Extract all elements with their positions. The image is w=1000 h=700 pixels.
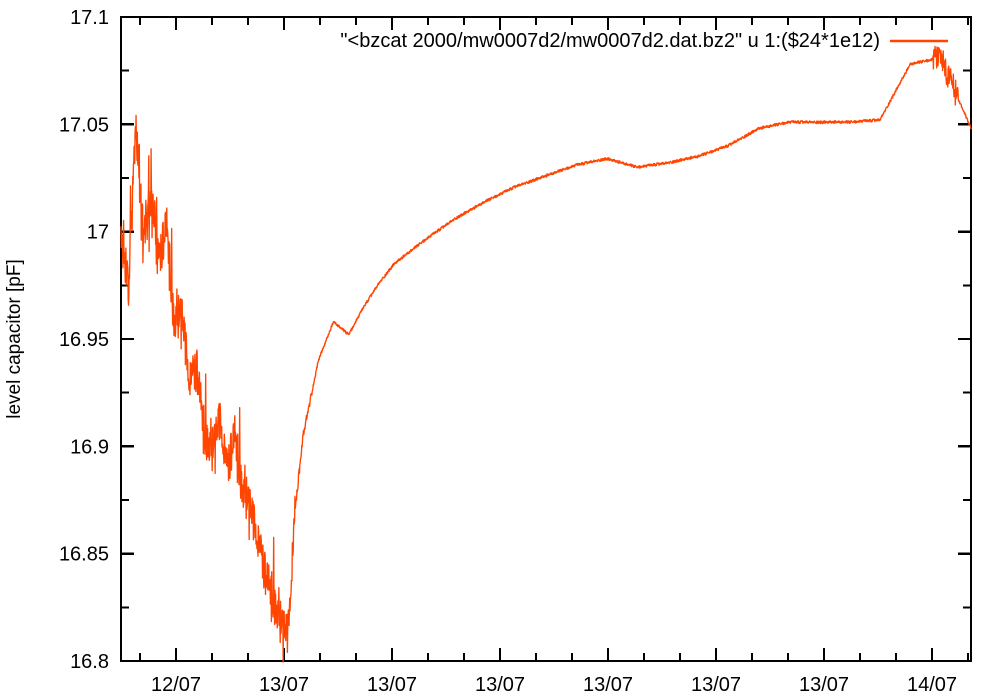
x-tick-label-time: 20:00 bbox=[151, 697, 201, 700]
y-tick-label: 16.8 bbox=[70, 651, 109, 673]
x-tick-label-date: 13/07 bbox=[475, 674, 525, 696]
x-tick-label-time: 00:00 bbox=[259, 697, 309, 700]
y-axis-title: level capacitor [pF] bbox=[4, 259, 25, 418]
x-tick-label-time: 12:00 bbox=[583, 697, 633, 700]
x-tick-label-date: 13/07 bbox=[259, 674, 309, 696]
y-axis-ticks bbox=[121, 15, 971, 663]
x-axis-tick-labels: 12/0720:0013/0700:0013/0704:0013/0708:00… bbox=[151, 674, 957, 700]
x-axis-ticks bbox=[139, 17, 969, 661]
data-series-group bbox=[120, 45, 972, 663]
x-tick-label-time: 16:00 bbox=[691, 697, 741, 700]
plot-frame bbox=[119, 15, 973, 663]
y-tick-label: 17.1 bbox=[70, 7, 109, 29]
legend: "<bzcat 2000/mw0007d2/mw0007d2.dat.bz2" … bbox=[340, 30, 948, 52]
data-series-line bbox=[120, 45, 972, 663]
x-tick-label-time: 00:00 bbox=[907, 697, 957, 700]
y-tick-label: 16.95 bbox=[59, 329, 109, 351]
y-axis-tick-labels: 16.8 16.85 16.9 16.95 17 17.05 17.1 bbox=[59, 7, 109, 673]
y-tick-label: 16.85 bbox=[59, 544, 109, 566]
x-tick-label-date: 14/07 bbox=[907, 674, 957, 696]
x-tick-label-date: 13/07 bbox=[583, 674, 633, 696]
legend-label: "<bzcat 2000/mw0007d2/mw0007d2.dat.bz2" … bbox=[340, 30, 880, 52]
x-tick-label-date: 13/07 bbox=[691, 674, 741, 696]
x-tick-label-time: 04:00 bbox=[367, 697, 417, 700]
x-tick-label-time: 20:00 bbox=[799, 697, 849, 700]
plot-border bbox=[119, 15, 973, 663]
x-tick-label-time: 08:00 bbox=[475, 697, 525, 700]
y-tick-label: 17 bbox=[87, 222, 109, 244]
x-tick-label-date: 13/07 bbox=[799, 674, 849, 696]
x-tick-label-date: 13/07 bbox=[367, 674, 417, 696]
y-tick-label: 16.9 bbox=[70, 436, 109, 458]
y-tick-label: 17.05 bbox=[59, 114, 109, 136]
x-tick-label-date: 12/07 bbox=[151, 674, 201, 696]
